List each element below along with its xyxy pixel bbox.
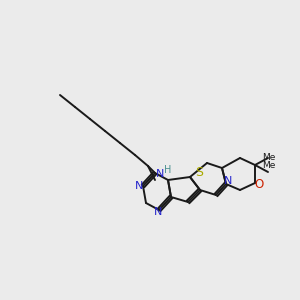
Text: S: S xyxy=(195,166,203,178)
Text: Me: Me xyxy=(262,160,275,169)
Text: N: N xyxy=(135,181,143,191)
Text: N: N xyxy=(156,169,164,179)
Text: H: H xyxy=(164,165,172,175)
Text: O: O xyxy=(254,178,264,190)
Text: Me: Me xyxy=(262,154,275,163)
Text: N: N xyxy=(224,176,232,186)
Text: N: N xyxy=(154,207,162,217)
